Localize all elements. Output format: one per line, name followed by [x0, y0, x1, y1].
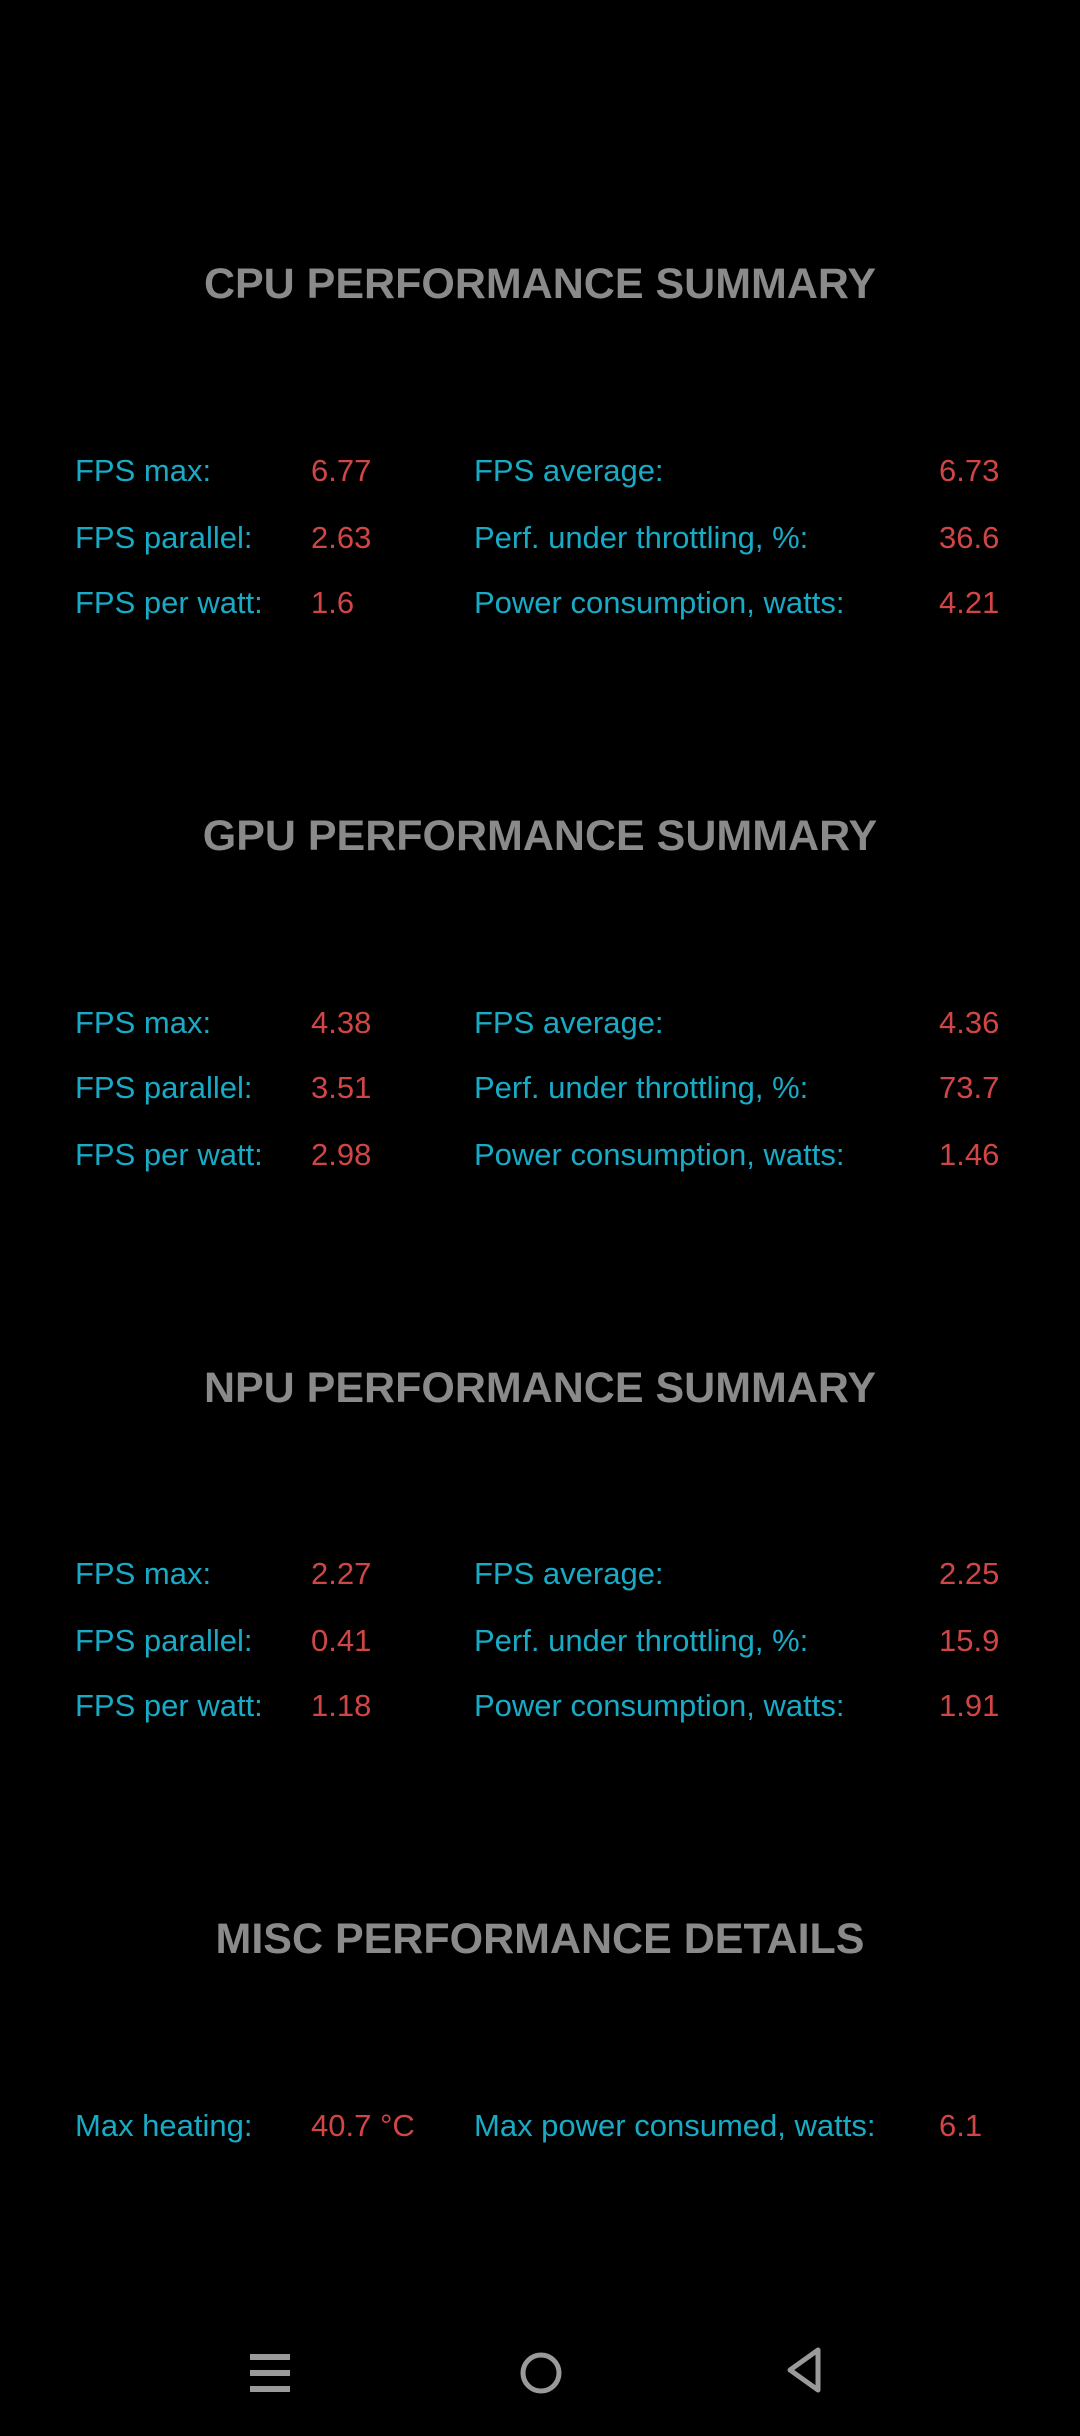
value: 3.51	[311, 1070, 372, 1105]
value: 1.91	[939, 1688, 1000, 1723]
misc-section-title: MISC PERFORMANCE DETAILS	[215, 1915, 865, 1963]
value: 4.36	[939, 1005, 1000, 1040]
value: 73.7	[939, 1070, 1000, 1105]
label: Power consumption, watts:	[474, 585, 845, 620]
recent-apps-icon[interactable]	[250, 2350, 292, 2401]
label: Perf. under throttling, %:	[474, 1623, 809, 1658]
npu-row-2: FPS parallel: 0.41 Perf. under throttling,…	[0, 1619, 1080, 1663]
label: Max heating:	[75, 2108, 253, 2143]
value: 0.41	[311, 1623, 372, 1658]
back-icon[interactable]	[784, 2346, 824, 2401]
label: FPS average:	[474, 1005, 664, 1040]
label: FPS max:	[75, 1556, 212, 1591]
value: 2.98	[311, 1137, 372, 1172]
label: FPS parallel:	[75, 1623, 253, 1658]
value: 1.18	[311, 1688, 372, 1723]
gpu-row-3: FPS per watt: 2.98 Power consumption, watt…	[0, 1133, 1080, 1177]
label: FPS per watt:	[75, 1137, 263, 1172]
home-icon[interactable]	[516, 2348, 566, 2403]
npu-row-3: FPS per watt: 1.18 Power consumption, watt…	[0, 1684, 1080, 1728]
npu-row-1: FPS max: 2.27 FPS average: 2.25	[0, 1552, 1080, 1596]
label: FPS average:	[474, 1556, 664, 1591]
cpu-row-3: FPS per watt: 1.6 Power consumption, watts…	[0, 581, 1080, 625]
value: 2.63	[311, 520, 372, 555]
label: Max power consumed, watts:	[474, 2108, 876, 2143]
value: 6.1	[939, 2108, 983, 2143]
value: 40.7 °C	[311, 2108, 415, 2143]
label: FPS per watt:	[75, 1688, 263, 1723]
label: FPS parallel:	[75, 1070, 253, 1105]
label: Perf. under throttling, %:	[474, 1070, 809, 1105]
value: 4.38	[311, 1005, 372, 1040]
cpu-row-2: FPS parallel: 2.63 Perf. under throttling,…	[0, 516, 1080, 560]
npu-section-title: NPU PERFORMANCE SUMMARY	[203, 1364, 877, 1412]
label: Perf. under throttling, %:	[474, 520, 809, 555]
misc-row-1: Max heating: 40.7 °C Max power consumed, w…	[0, 2104, 1080, 2148]
value: 6.77	[311, 453, 372, 488]
value: 15.9	[939, 1623, 1000, 1658]
label: FPS per watt:	[75, 585, 263, 620]
label: Power consumption, watts:	[474, 1137, 845, 1172]
cpu-row-1: FPS max: 6.77 FPS average: 6.73	[0, 449, 1080, 493]
value: 1.46	[939, 1137, 1000, 1172]
label: FPS average:	[474, 453, 664, 488]
navigation-bar	[0, 2340, 1080, 2410]
label: Power consumption, watts:	[474, 1688, 845, 1723]
label: FPS parallel:	[75, 520, 253, 555]
value: 4.21	[939, 585, 1000, 620]
label: FPS max:	[75, 453, 212, 488]
gpu-section-title: GPU PERFORMANCE SUMMARY	[202, 812, 878, 860]
value: 2.27	[311, 1556, 372, 1591]
gpu-row-2: FPS parallel: 3.51 Perf. under throttling,…	[0, 1066, 1080, 1110]
cpu-section-title: CPU PERFORMANCE SUMMARY	[203, 260, 877, 308]
gpu-row-1: FPS max: 4.38 FPS average: 4.36	[0, 1001, 1080, 1045]
value: 36.6	[939, 520, 1000, 555]
label: FPS max:	[75, 1005, 212, 1040]
value: 1.6	[311, 585, 355, 620]
value: 6.73	[939, 453, 1000, 488]
value: 2.25	[939, 1556, 1000, 1591]
